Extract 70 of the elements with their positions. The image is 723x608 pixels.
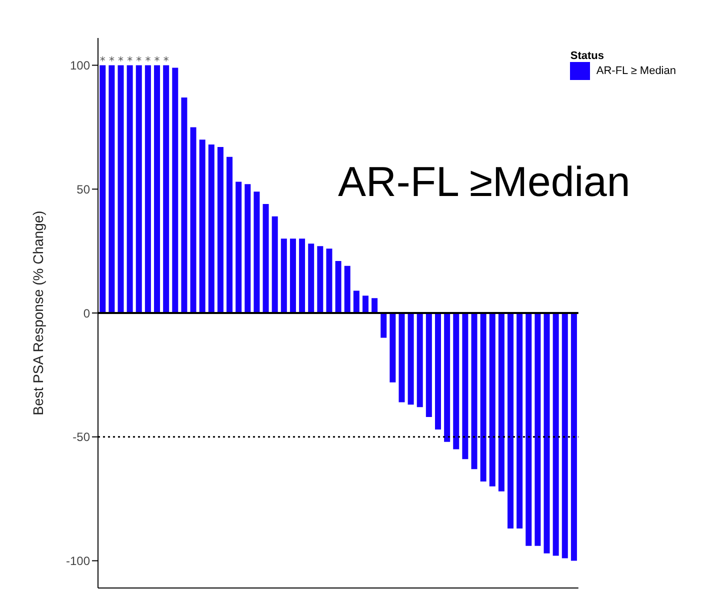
bar bbox=[181, 97, 188, 313]
bar bbox=[290, 238, 296, 313]
legend-label: AR-FL ≥ Median bbox=[596, 65, 676, 77]
bar bbox=[118, 65, 124, 313]
bar bbox=[344, 266, 350, 313]
bar bbox=[126, 65, 133, 313]
bar bbox=[172, 68, 178, 313]
bar bbox=[280, 238, 287, 313]
bar bbox=[426, 313, 432, 418]
bar bbox=[108, 65, 115, 313]
bar bbox=[154, 65, 160, 313]
bar bbox=[508, 313, 514, 529]
bar bbox=[335, 260, 342, 313]
bar bbox=[326, 248, 332, 313]
bar bbox=[317, 246, 324, 313]
y-axis-title: Best PSA Response (% Change) bbox=[30, 210, 46, 416]
bar bbox=[254, 192, 260, 313]
bar bbox=[272, 216, 278, 313]
data-label: * bbox=[118, 54, 124, 68]
bar bbox=[262, 204, 269, 313]
legend-title: Status bbox=[570, 50, 606, 62]
bar bbox=[236, 182, 242, 313]
bar bbox=[526, 313, 532, 546]
bar bbox=[480, 313, 486, 482]
data-label: * bbox=[127, 54, 134, 68]
bar bbox=[217, 147, 224, 313]
bar bbox=[544, 313, 550, 554]
bar bbox=[435, 313, 441, 430]
y-tick-label: 0 bbox=[83, 306, 90, 320]
bar bbox=[498, 313, 504, 492]
bar bbox=[416, 313, 423, 408]
bar bbox=[462, 313, 468, 460]
bar bbox=[362, 296, 368, 313]
bar bbox=[163, 65, 170, 313]
data-label: * bbox=[145, 54, 152, 68]
bar bbox=[562, 313, 568, 558]
bar bbox=[570, 313, 577, 561]
data-label: * bbox=[136, 54, 142, 68]
bar bbox=[299, 238, 306, 313]
bar bbox=[190, 127, 196, 313]
bar bbox=[308, 244, 314, 313]
bar bbox=[136, 65, 142, 313]
bar bbox=[534, 313, 541, 546]
bar bbox=[453, 313, 460, 450]
y-tick-label: -100 bbox=[66, 554, 90, 568]
y-tick-label: -50 bbox=[72, 430, 90, 444]
bar bbox=[471, 313, 478, 470]
data-label: * bbox=[163, 54, 170, 68]
bar bbox=[208, 144, 214, 313]
bar bbox=[408, 313, 414, 405]
bar bbox=[398, 313, 405, 402]
bar bbox=[244, 184, 251, 313]
bar bbox=[444, 313, 450, 442]
bar bbox=[390, 313, 396, 382]
bar bbox=[489, 313, 496, 486]
data-label: * bbox=[154, 54, 160, 68]
bar bbox=[353, 290, 360, 313]
bar bbox=[199, 140, 206, 313]
annotation: AR-FL ≥Median bbox=[338, 158, 630, 206]
data-label: * bbox=[108, 54, 115, 68]
bar bbox=[144, 65, 151, 313]
bar bbox=[226, 156, 233, 313]
bar bbox=[380, 313, 387, 338]
data-label: * bbox=[100, 54, 106, 68]
bar bbox=[516, 313, 523, 529]
bar bbox=[100, 65, 106, 313]
y-tick-label: 100 bbox=[70, 58, 90, 73]
y-tick-label: 50 bbox=[76, 182, 90, 196]
bar bbox=[372, 298, 378, 313]
bar bbox=[552, 313, 559, 556]
